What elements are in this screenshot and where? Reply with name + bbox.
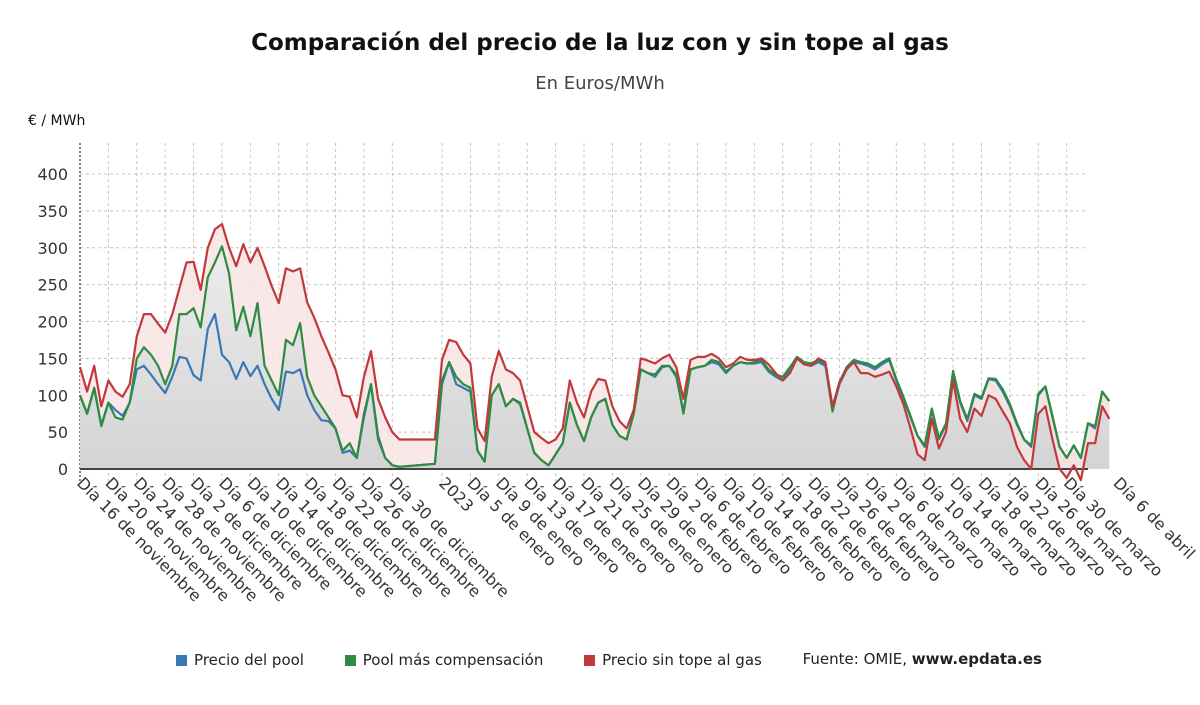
legend-swatch-pool [176,654,188,666]
source-prefix: Fuente: OMIE, [802,650,912,668]
legend-item-pool[interactable]: Precio del pool [176,651,304,669]
y-tick-label-150: 150 [37,349,68,368]
series-line-pool-mas-compensacion [78,245,1111,468]
area-fill-gap [80,224,1110,481]
chart-legend: Precio del pool Pool más compensación Pr… [0,650,1200,669]
legend-label-compensation: Pool más compensación [362,650,544,669]
legend-item-no-cap[interactable]: Precio sin tope al gas [584,651,762,669]
chart-subtitle: En Euros/MWh [535,73,665,94]
y-tick-label-300: 300 [37,239,68,258]
legend-label-pool: Precio del pool [194,650,304,669]
y-tick-label-200: 200 [37,313,68,332]
y-axis-unit-label: € / MWh [28,113,86,129]
chart-title: Comparación del precio de la luz con y s… [251,30,949,56]
y-tick-label-400: 400 [37,165,68,184]
y-tick-label-250: 250 [37,276,68,295]
source-site: www.epdata.es [911,650,1042,668]
legend-item-compensation[interactable]: Pool más compensación [344,650,544,669]
legend-swatch-compensation [344,654,356,666]
area-fill-compensation [80,246,1110,469]
y-tick-label-350: 350 [37,202,68,221]
y-tick-label-100: 100 [37,386,68,405]
y-tick-label-0: 0 [58,460,68,479]
series-line-precio-sin-tope [78,223,1111,482]
legend-swatch-no-cap [584,654,596,666]
y-tick-label-50: 50 [48,423,68,442]
legend-label-no-cap: Precio sin tope al gas [602,650,762,669]
source-note: Fuente: OMIE, www.epdata.es [803,650,1042,668]
